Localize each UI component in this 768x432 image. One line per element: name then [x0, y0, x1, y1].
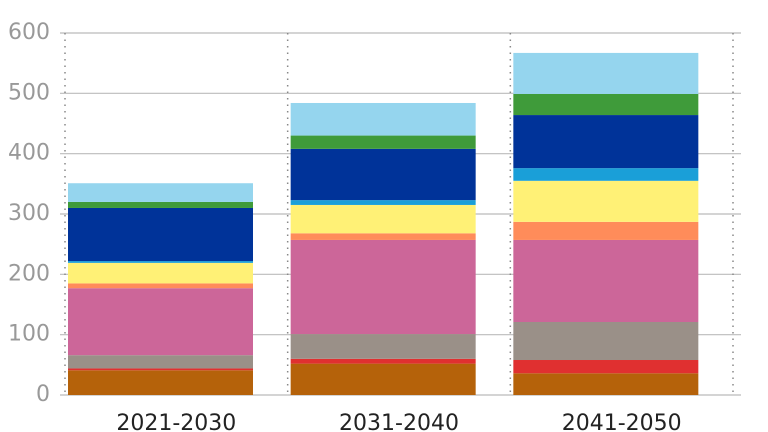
- y-tick-label: 0: [36, 382, 50, 407]
- y-tick-label: 400: [8, 141, 50, 166]
- bar-segment: [68, 261, 253, 263]
- bar-segment: [68, 183, 253, 202]
- bar-segment: [513, 52, 699, 94]
- x-tick-label: 2041-2050: [562, 411, 682, 432]
- bar-segment: [513, 239, 699, 322]
- y-tick-label: 500: [8, 80, 50, 105]
- bar-segment: [68, 283, 253, 289]
- bar-segment: [290, 148, 476, 201]
- bar-segment: [513, 373, 699, 395]
- x-tick-label: 2021-2030: [116, 411, 236, 432]
- bar-segment: [513, 180, 699, 222]
- bar-segment: [290, 200, 476, 205]
- bar-segment: [68, 262, 253, 284]
- y-tick-label: 100: [8, 322, 50, 347]
- bar-segment: [68, 355, 253, 369]
- x-tick-label: 2031-2040: [339, 411, 459, 432]
- bar-segment: [513, 321, 699, 361]
- bar-segment: [290, 358, 476, 364]
- bar-segment: [290, 204, 476, 234]
- y-tick-label: 600: [8, 20, 50, 45]
- bar-segment: [290, 233, 476, 240]
- bar-segment: [513, 93, 699, 116]
- bar-segment: [290, 363, 476, 395]
- y-tick-label: 200: [8, 261, 50, 286]
- bar-segment: [290, 334, 476, 359]
- bar-segment: [68, 370, 253, 395]
- bar-segment: [513, 115, 699, 169]
- bar-segment: [290, 102, 476, 136]
- bar-segment: [68, 368, 253, 371]
- bar-segment: [290, 239, 476, 335]
- bar-segment: [513, 360, 699, 374]
- bar-segment: [68, 288, 253, 356]
- y-tick-label: 300: [8, 201, 50, 226]
- bar-segment: [68, 207, 253, 262]
- bar-segment: [513, 168, 699, 181]
- bar-segment: [513, 221, 699, 240]
- bar-segment: [290, 135, 476, 149]
- bar-segment: [68, 201, 253, 208]
